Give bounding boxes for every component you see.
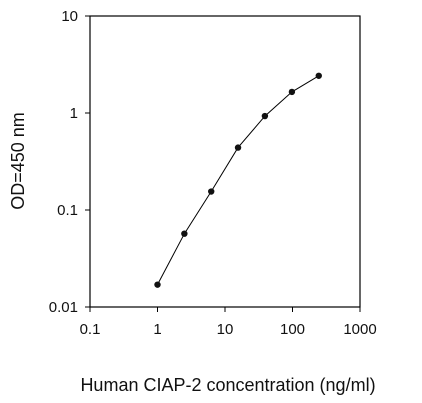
data-point <box>154 281 161 288</box>
y-tick-label: 10 <box>61 8 78 25</box>
data-point <box>181 230 188 237</box>
y-tick-label: 0.01 <box>49 299 78 316</box>
data-point <box>261 112 269 120</box>
x-tick-label: 100 <box>280 321 305 338</box>
x-tick-label: 1 <box>153 321 161 338</box>
x-tick-label: 1000 <box>343 321 376 338</box>
data-point <box>234 144 242 151</box>
x-tick-label: 10 <box>217 321 234 338</box>
data-point <box>208 188 215 195</box>
series-line <box>157 75 320 285</box>
plot-frame <box>89 15 361 308</box>
y-axis-title: OD=450 nm <box>8 112 28 210</box>
y-tick-label: 1 <box>70 105 78 122</box>
x-tick-label: 0.1 <box>80 321 101 338</box>
series-layer <box>154 72 322 288</box>
data-point <box>315 72 322 79</box>
data-point <box>288 88 296 96</box>
y-tick-label: 0.1 <box>57 202 78 219</box>
x-axis-title: Human CIAP-2 concentration (ng/ml) <box>80 375 375 395</box>
